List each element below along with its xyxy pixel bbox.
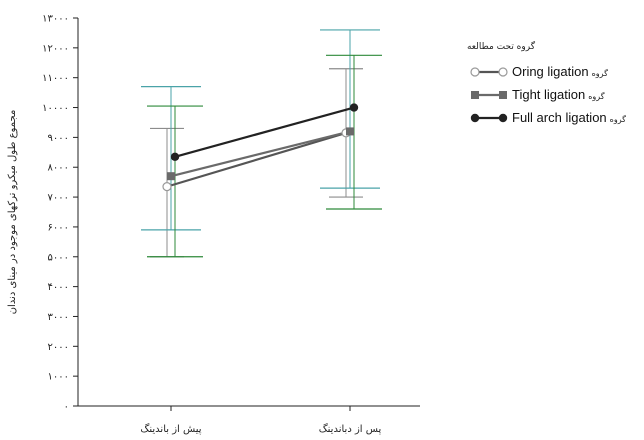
y-tick-label: ۲۰۰۰	[48, 342, 69, 353]
legend-marker-right	[498, 67, 508, 77]
legend-series-prefix: گروه	[588, 91, 604, 101]
legend-series-prefix: گروه	[610, 114, 626, 124]
legend-marker-left	[470, 113, 480, 123]
legend-marker-left	[470, 67, 480, 77]
series-line	[170, 130, 351, 178]
legend-series-prefix: گروه	[592, 68, 608, 78]
y-tick-label: ۱۰۰۰	[48, 372, 69, 383]
legend-series-name: Tight ligation	[512, 87, 585, 102]
series-markers	[162, 103, 359, 192]
axes: ۰ ۱۰۰۰ ۲۰۰۰ ۳۰۰۰ ۴۰۰۰ ۵۰۰۰ ۶۰۰۰ ۷۰۰۰ ۸۰۰۰ ۹۰۰۰ ۱۰۰…	[7, 14, 420, 435]
series-line	[166, 131, 347, 188]
error-bars	[141, 29, 382, 258]
x-tick-label: پس از دباندینگ	[319, 423, 382, 435]
data-point	[167, 172, 175, 181]
y-tick-label: ۳۰۰۰	[48, 312, 69, 323]
y-tick-label: ۱۳۰۰۰	[42, 14, 69, 25]
legend-series-name: Full arch ligation	[512, 110, 607, 125]
y-tick-label: ۷۰۰۰	[48, 193, 69, 204]
data-point	[349, 103, 359, 112]
y-tick-label: ۸۰۰۰	[48, 163, 69, 174]
y-tick-label: ۱۱۰۰۰	[42, 73, 69, 84]
data-point	[170, 152, 180, 161]
data-point	[162, 182, 172, 192]
y-tick-label: ۰	[64, 402, 69, 413]
y-tick-label: ۹۰۰۰	[48, 133, 69, 144]
y-tick-label: ۱۰۰۰۰	[42, 103, 69, 114]
y-tick-label: ۴۰۰۰	[48, 282, 69, 293]
series-line	[174, 106, 355, 158]
y-axis-label: مجموع طول میکرو ترکهای موجود در مینای دن…	[7, 110, 18, 315]
y-tick-label: ۵۰۰۰	[48, 252, 69, 263]
y-tick-label: ۱۲۰۰۰	[42, 43, 69, 54]
x-tick-label: پیش از باندینگ	[140, 423, 201, 435]
legend-title: گروه تحت مطالعه	[467, 40, 536, 52]
data-point	[346, 127, 354, 136]
legend-marker-right	[499, 91, 507, 99]
series-lines	[166, 106, 355, 188]
legend-marker-right	[498, 113, 508, 123]
legend-series-name: Oring ligation	[512, 64, 589, 79]
y-tick-label: ۶۰۰۰	[48, 222, 69, 233]
legend-marker-left	[471, 91, 479, 99]
